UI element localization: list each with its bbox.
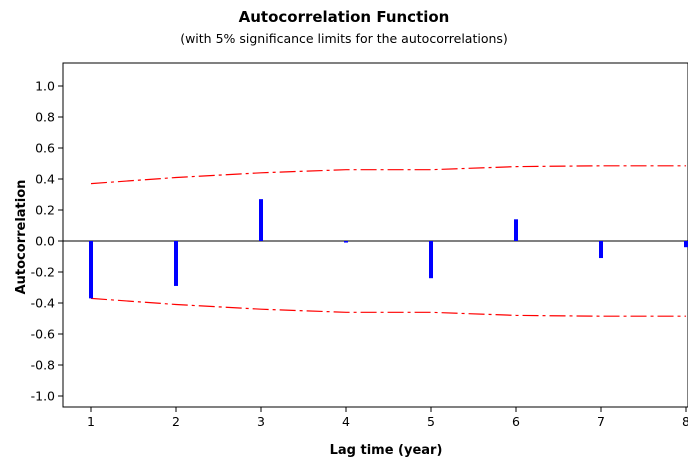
chart-subtitle: (with 5% significance limits for the aut… bbox=[180, 31, 508, 46]
chart-title: Autocorrelation Function bbox=[238, 8, 450, 26]
acf-bar-lag-3 bbox=[259, 199, 263, 241]
y-tick-label: -0.8 bbox=[31, 358, 55, 373]
x-tick-label: 3 bbox=[257, 414, 265, 429]
y-tick-label: 0.4 bbox=[35, 172, 55, 187]
y-tick-label: 0.6 bbox=[35, 141, 55, 156]
x-tick-label: 4 bbox=[342, 414, 350, 429]
upper-significance-limit bbox=[90, 165, 686, 185]
y-tick-label: 0.0 bbox=[35, 234, 55, 249]
y-tick-label: -0.4 bbox=[31, 296, 55, 311]
acf-bar-lag-8 bbox=[684, 241, 688, 248]
y-tick-label: -0.2 bbox=[31, 265, 55, 280]
autocorrelation-bars bbox=[89, 199, 688, 299]
y-tick-label: -1.0 bbox=[31, 389, 55, 404]
lower-significance-limit bbox=[90, 297, 686, 317]
acf-bar-lag-2 bbox=[174, 241, 178, 286]
x-tick-label: 8 bbox=[682, 414, 688, 429]
x-tick-label: 2 bbox=[172, 414, 180, 429]
acf-bar-lag-7 bbox=[599, 241, 603, 259]
acf-bar-lag-5 bbox=[429, 241, 433, 279]
y-tick-label: 0.8 bbox=[35, 110, 55, 125]
x-axis-title: Lag time (year) bbox=[330, 443, 443, 458]
x-tick-label: 6 bbox=[512, 414, 520, 429]
y-axis: 1.0 0.8 0.6 0.4 0.2 0.0 -0.2 -0.4 -0.6 -0.8 -1.0 bbox=[31, 79, 63, 404]
x-tick-label: 7 bbox=[597, 414, 605, 429]
y-tick-label: -0.6 bbox=[31, 327, 55, 342]
acf-bar-lag-6 bbox=[514, 219, 518, 241]
y-tick-label: 1.0 bbox=[35, 79, 55, 94]
acf-bar-lag-4 bbox=[344, 241, 348, 243]
acf-bar-lag-1 bbox=[89, 241, 93, 299]
y-tick-label: 0.2 bbox=[35, 203, 55, 218]
x-axis: 1 2 3 4 5 6 7 8 bbox=[87, 407, 688, 429]
x-tick-label: 5 bbox=[427, 414, 435, 429]
plot-frame bbox=[62, 62, 688, 408]
y-axis-title: Autocorrelation bbox=[14, 180, 29, 295]
x-tick-label: 1 bbox=[87, 414, 95, 429]
